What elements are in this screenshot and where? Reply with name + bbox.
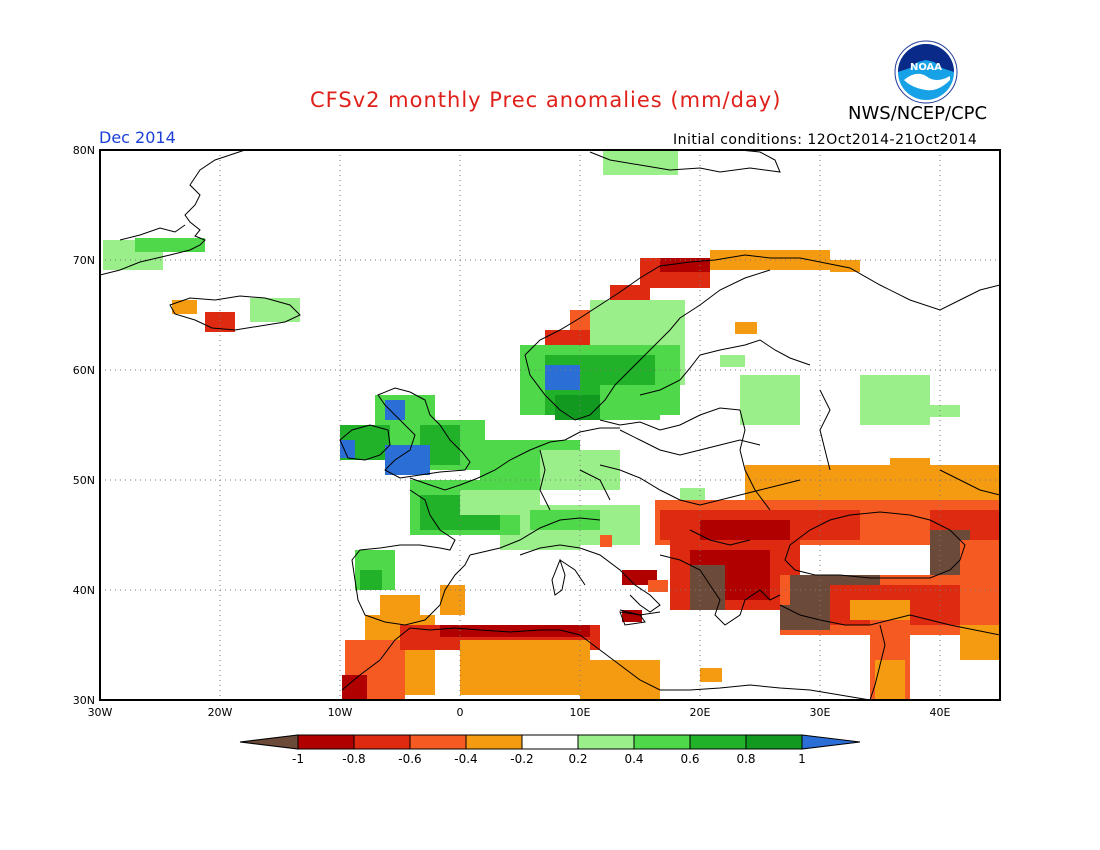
colorbar-right-arrow [801,734,861,750]
colorbar-label: 0.2 [568,752,587,766]
map-frame [99,149,1001,701]
colorbar-swatch [745,734,803,750]
lat-label: 40N [73,584,95,597]
chart-title: CFSv2 monthly Prec anomalies (mm/day) [310,88,782,112]
lat-labels: 80N 70N 60N 50N 40N 30N [73,144,95,707]
lon-label: 20W [208,706,233,719]
colorbar-label: -0.2 [510,752,533,766]
lon-labels: 30W 20W 10W 0 10E 20E 30E 40E [88,706,951,719]
colorbar-label: -1 [292,752,304,766]
colorbar-swatch [353,734,411,750]
valid-month-label: Dec 2014 [99,128,176,147]
colorbar-swatch [409,734,467,750]
colorbar-swatch [297,734,355,750]
noaa-logo-icon: NOAA [894,40,958,104]
grid-lines [100,150,1000,700]
coastlines [100,150,1000,700]
initial-conditions-label: Initial conditions: 12Oct2014-21Oct2014 [673,132,978,148]
anomaly-fill-layer [103,150,1000,700]
lon-label: 20E [690,706,711,719]
lon-label: 0 [457,706,464,719]
lon-label: 30E [810,706,831,719]
colorbar-label: 0.4 [624,752,643,766]
organization-label: NWS/NCEP/CPC [848,103,988,124]
colorbar-label: -0.8 [342,752,365,766]
colorbar-label: 1 [798,752,806,766]
colorbar: -1 -0.8 -0.6 -0.4 -0.2 0.2 0.4 0.6 0.8 1 [239,734,861,766]
lat-label: 60N [73,364,95,377]
lat-label: 70N [73,254,95,267]
colorbar-swatch [689,734,747,750]
colorbar-label: 0.6 [680,752,699,766]
colorbar-swatch [465,734,523,750]
lat-label: 80N [73,144,95,157]
colorbar-swatch [577,734,635,750]
colorbar-swatch [633,734,691,750]
lat-label: 50N [73,474,95,487]
lat-label: 30N [73,694,95,707]
lon-label: 10W [328,706,353,719]
lon-label: 40E [930,706,951,719]
lon-label: 30W [88,706,113,719]
colorbar-label: 0.8 [736,752,755,766]
lon-label: 10E [570,706,591,719]
colorbar-swatch [521,734,579,750]
colorbar-label: -0.4 [454,752,477,766]
logo-text: NOAA [910,62,942,73]
colorbar-left-arrow [239,734,299,750]
colorbar-label: -0.6 [398,752,421,766]
